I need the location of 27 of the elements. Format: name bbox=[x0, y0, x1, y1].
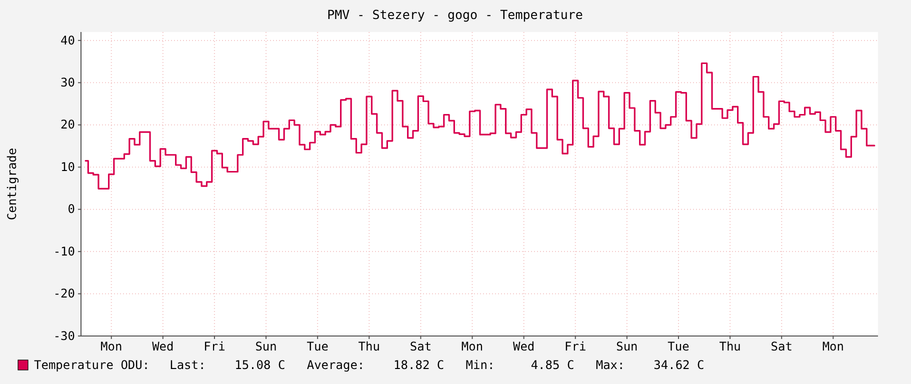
x-tick-label: Tue bbox=[306, 340, 328, 354]
x-tick-label: Wed bbox=[512, 340, 535, 354]
text: Last: 15.08 C Average: 18.82 C Min: 4.85 C Max: 34.62 C bbox=[170, 358, 704, 372]
x-tick-label: Mon bbox=[100, 340, 122, 354]
y-tick-label: 40 bbox=[60, 33, 75, 48]
y-tick-label: -10 bbox=[53, 244, 75, 258]
chart-title: PMV - Stezery - gogo - Temperature bbox=[327, 7, 583, 22]
x-tick-label: Wed bbox=[152, 340, 174, 354]
x-tick-label: Fri bbox=[564, 340, 586, 354]
x-tick-label: Thu bbox=[358, 340, 380, 354]
x-tick-label: Sun bbox=[616, 340, 638, 354]
x-tick-label: Fri bbox=[204, 340, 226, 354]
legend-label: Temperature ODU: bbox=[34, 358, 150, 372]
y-tick-label: 0 bbox=[68, 202, 75, 216]
y-tick-label: -30 bbox=[53, 328, 75, 343]
x-tick-label: Sat bbox=[410, 340, 432, 354]
y-tick-label: -20 bbox=[53, 286, 75, 301]
x-tick-label: Sun bbox=[255, 340, 277, 354]
x-tick-label: Thu bbox=[719, 340, 741, 354]
y-tick-label: 10 bbox=[60, 160, 75, 174]
y-axis-title: Centigrade bbox=[5, 148, 19, 220]
x-tick-label: Sat bbox=[770, 340, 792, 354]
y-tick-label: 20 bbox=[60, 118, 75, 132]
x-tick-label: Mon bbox=[461, 340, 484, 354]
x-tick-label: Mon bbox=[822, 340, 844, 354]
y-tick-label: 30 bbox=[60, 76, 75, 90]
x-tick-label: Tue bbox=[668, 340, 690, 354]
